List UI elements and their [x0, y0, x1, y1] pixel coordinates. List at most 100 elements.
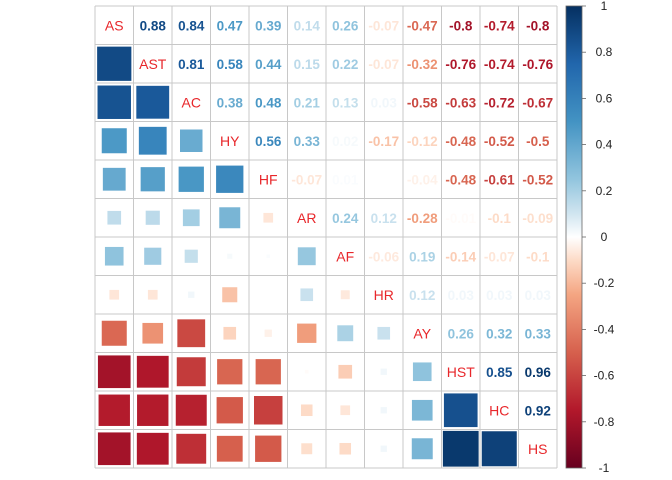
cell-square-HS-HY: [216, 435, 243, 462]
cell-value-HY-AF: 0.02: [332, 134, 358, 149]
cell-value-AY-HST: 0.26: [448, 326, 475, 341]
cell-value-HR-AY: 0.12: [409, 288, 435, 303]
cell-value-AC-HF: 0.48: [255, 95, 282, 110]
cell-value-AST-HC: -0.74: [484, 57, 515, 72]
cell-value-HR-HC: 0.03: [486, 288, 513, 303]
diagonal-label-HF: HF: [259, 171, 278, 187]
cell-value-AS-AR: 0.14: [294, 18, 321, 33]
diagonal-label-HST: HST: [447, 364, 475, 380]
cell-value-HR-HS: 0.03: [525, 288, 552, 303]
matrix-cells: [97, 46, 517, 467]
cell-square-AC-AST: [136, 85, 170, 119]
cell-value-AR-HST: -0.01: [445, 211, 476, 226]
cell-square-HY-AST: [138, 126, 167, 155]
diagonal-label-HS: HS: [528, 441, 547, 457]
cell-square-HS-AR: [301, 443, 313, 455]
cell-value-AS-HS: -0.8: [526, 18, 550, 33]
cell-square-AR-HF: [263, 212, 274, 223]
cell-square-AR-HY: [219, 207, 241, 229]
cell-square-HC-AST: [137, 394, 169, 426]
cell-square-AF-HY: [227, 253, 233, 259]
cell-square-HST-AY: [412, 362, 432, 382]
colorbar-tick-label: -0.8: [594, 415, 615, 429]
cell-square-HS-AY: [411, 438, 433, 460]
cell-square-AF-AR: [297, 247, 316, 266]
cell-square-AST-AS: [97, 46, 132, 81]
cell-value-AY-HS: 0.33: [525, 326, 552, 341]
cell-value-AS-HY: 0.47: [217, 18, 243, 33]
cell-square-AY-HY: [223, 326, 237, 340]
cell-value-HY-HST: -0.48: [445, 134, 476, 149]
cell-square-HR-AST: [147, 289, 158, 300]
cell-value-HY-HC: -0.52: [484, 134, 515, 149]
cell-square-AF-AC: [184, 249, 198, 263]
cell-square-AR-AS: [107, 210, 122, 225]
cell-value-AST-HR: -0.07: [368, 57, 399, 72]
cell-square-HY-AC: [180, 129, 203, 152]
cell-value-AST-HS: -0.76: [522, 57, 553, 72]
cell-square-AF-AST: [144, 247, 162, 265]
cell-value-AF-HST: -0.14: [445, 249, 476, 264]
diagonal-label-HC: HC: [489, 402, 509, 418]
cell-value-AS-HR: -0.07: [368, 18, 399, 33]
cell-square-HR-AS: [109, 289, 120, 300]
colorbar-tick-label: 0: [601, 230, 608, 244]
cell-value-AF-HC: -0.07: [484, 249, 515, 264]
cell-square-HF-AC: [178, 166, 204, 192]
cell-value-AR-AF: 0.24: [332, 211, 359, 226]
cell-value-AY-HC: 0.32: [486, 326, 512, 341]
cell-value-AS-AF: 0.26: [332, 18, 359, 33]
cell-square-HC-HST: [443, 393, 478, 428]
cell-square-HC-HR: [380, 407, 387, 414]
cell-square-HC-AY: [411, 399, 433, 421]
cell-square-HF-AST: [140, 167, 165, 192]
cell-square-AC-AS: [97, 85, 131, 119]
cell-value-AST-AF: 0.22: [332, 57, 358, 72]
cell-square-HC-AF: [340, 405, 351, 416]
cell-square-HST-HR: [380, 368, 387, 375]
colorbar-tick-label: -1: [599, 461, 610, 475]
cell-square-HR-HY: [222, 287, 238, 303]
matrix-grid: [94, 5, 558, 469]
cell-value-AR-HR: 0.12: [371, 211, 397, 226]
cell-value-HST-HS: 0.96: [525, 365, 552, 380]
cell-square-AY-HF: [264, 329, 272, 337]
cell-value-AS-AY: -0.47: [407, 18, 438, 33]
cell-square-HST-AC: [176, 357, 206, 387]
cell-value-AS-HST: -0.8: [449, 18, 473, 33]
colorbar-tick-label: 0.8: [596, 45, 613, 59]
cell-square-HC-HF: [254, 396, 283, 425]
cell-square-HC-AR: [300, 404, 313, 417]
cell-value-AC-AY: -0.58: [407, 95, 438, 110]
cell-value-AC-AR: 0.21: [294, 95, 321, 110]
cell-value-HF-HS: -0.52: [522, 172, 553, 187]
cell-value-HF-HST: -0.48: [445, 172, 476, 187]
matrix-labels: 0.88 0.84 0.47 0.39 0.14 0.26 -0.07 -0.47 -0.8 -0…: [105, 17, 554, 457]
cell-square-AY-AS: [101, 320, 127, 346]
cell-value-HF-HR: 0: [380, 172, 388, 187]
cell-square-HS-HST: [442, 430, 479, 467]
diagonal-label-AST: AST: [139, 56, 167, 72]
cell-value-HST-HC: 0.85: [486, 365, 513, 380]
cell-value-HY-HF: 0.56: [255, 134, 282, 149]
cell-value-AF-HR: -0.06: [368, 249, 399, 264]
cell-value-HY-AR: 0.33: [294, 134, 321, 149]
cell-square-AY-HR: [377, 326, 391, 340]
cell-value-AR-AY: -0.28: [407, 211, 438, 226]
cell-value-AST-AC: 0.81: [178, 57, 205, 72]
cell-square-AR-AST: [145, 210, 160, 225]
cell-square-HST-HF: [255, 359, 281, 385]
cell-value-AC-HR: 0.03: [371, 95, 398, 110]
diagonal-label-AY: AY: [413, 325, 431, 341]
cell-square-HR-AR: [300, 288, 314, 302]
cell-value-AST-HST: -0.76: [445, 57, 476, 72]
cell-value-HY-HR: -0.17: [368, 134, 399, 149]
cell-value-AF-AY: 0.19: [409, 249, 435, 264]
cell-value-AC-AF: 0.13: [332, 95, 359, 110]
cell-square-HS-AST: [136, 432, 169, 465]
cell-value-AC-HS: -0.67: [522, 95, 553, 110]
cell-value-HF-AF: 0.01: [332, 172, 359, 187]
cell-value-AF-HS: -0.1: [526, 249, 550, 264]
cell-value-AST-HY: 0.58: [217, 57, 244, 72]
